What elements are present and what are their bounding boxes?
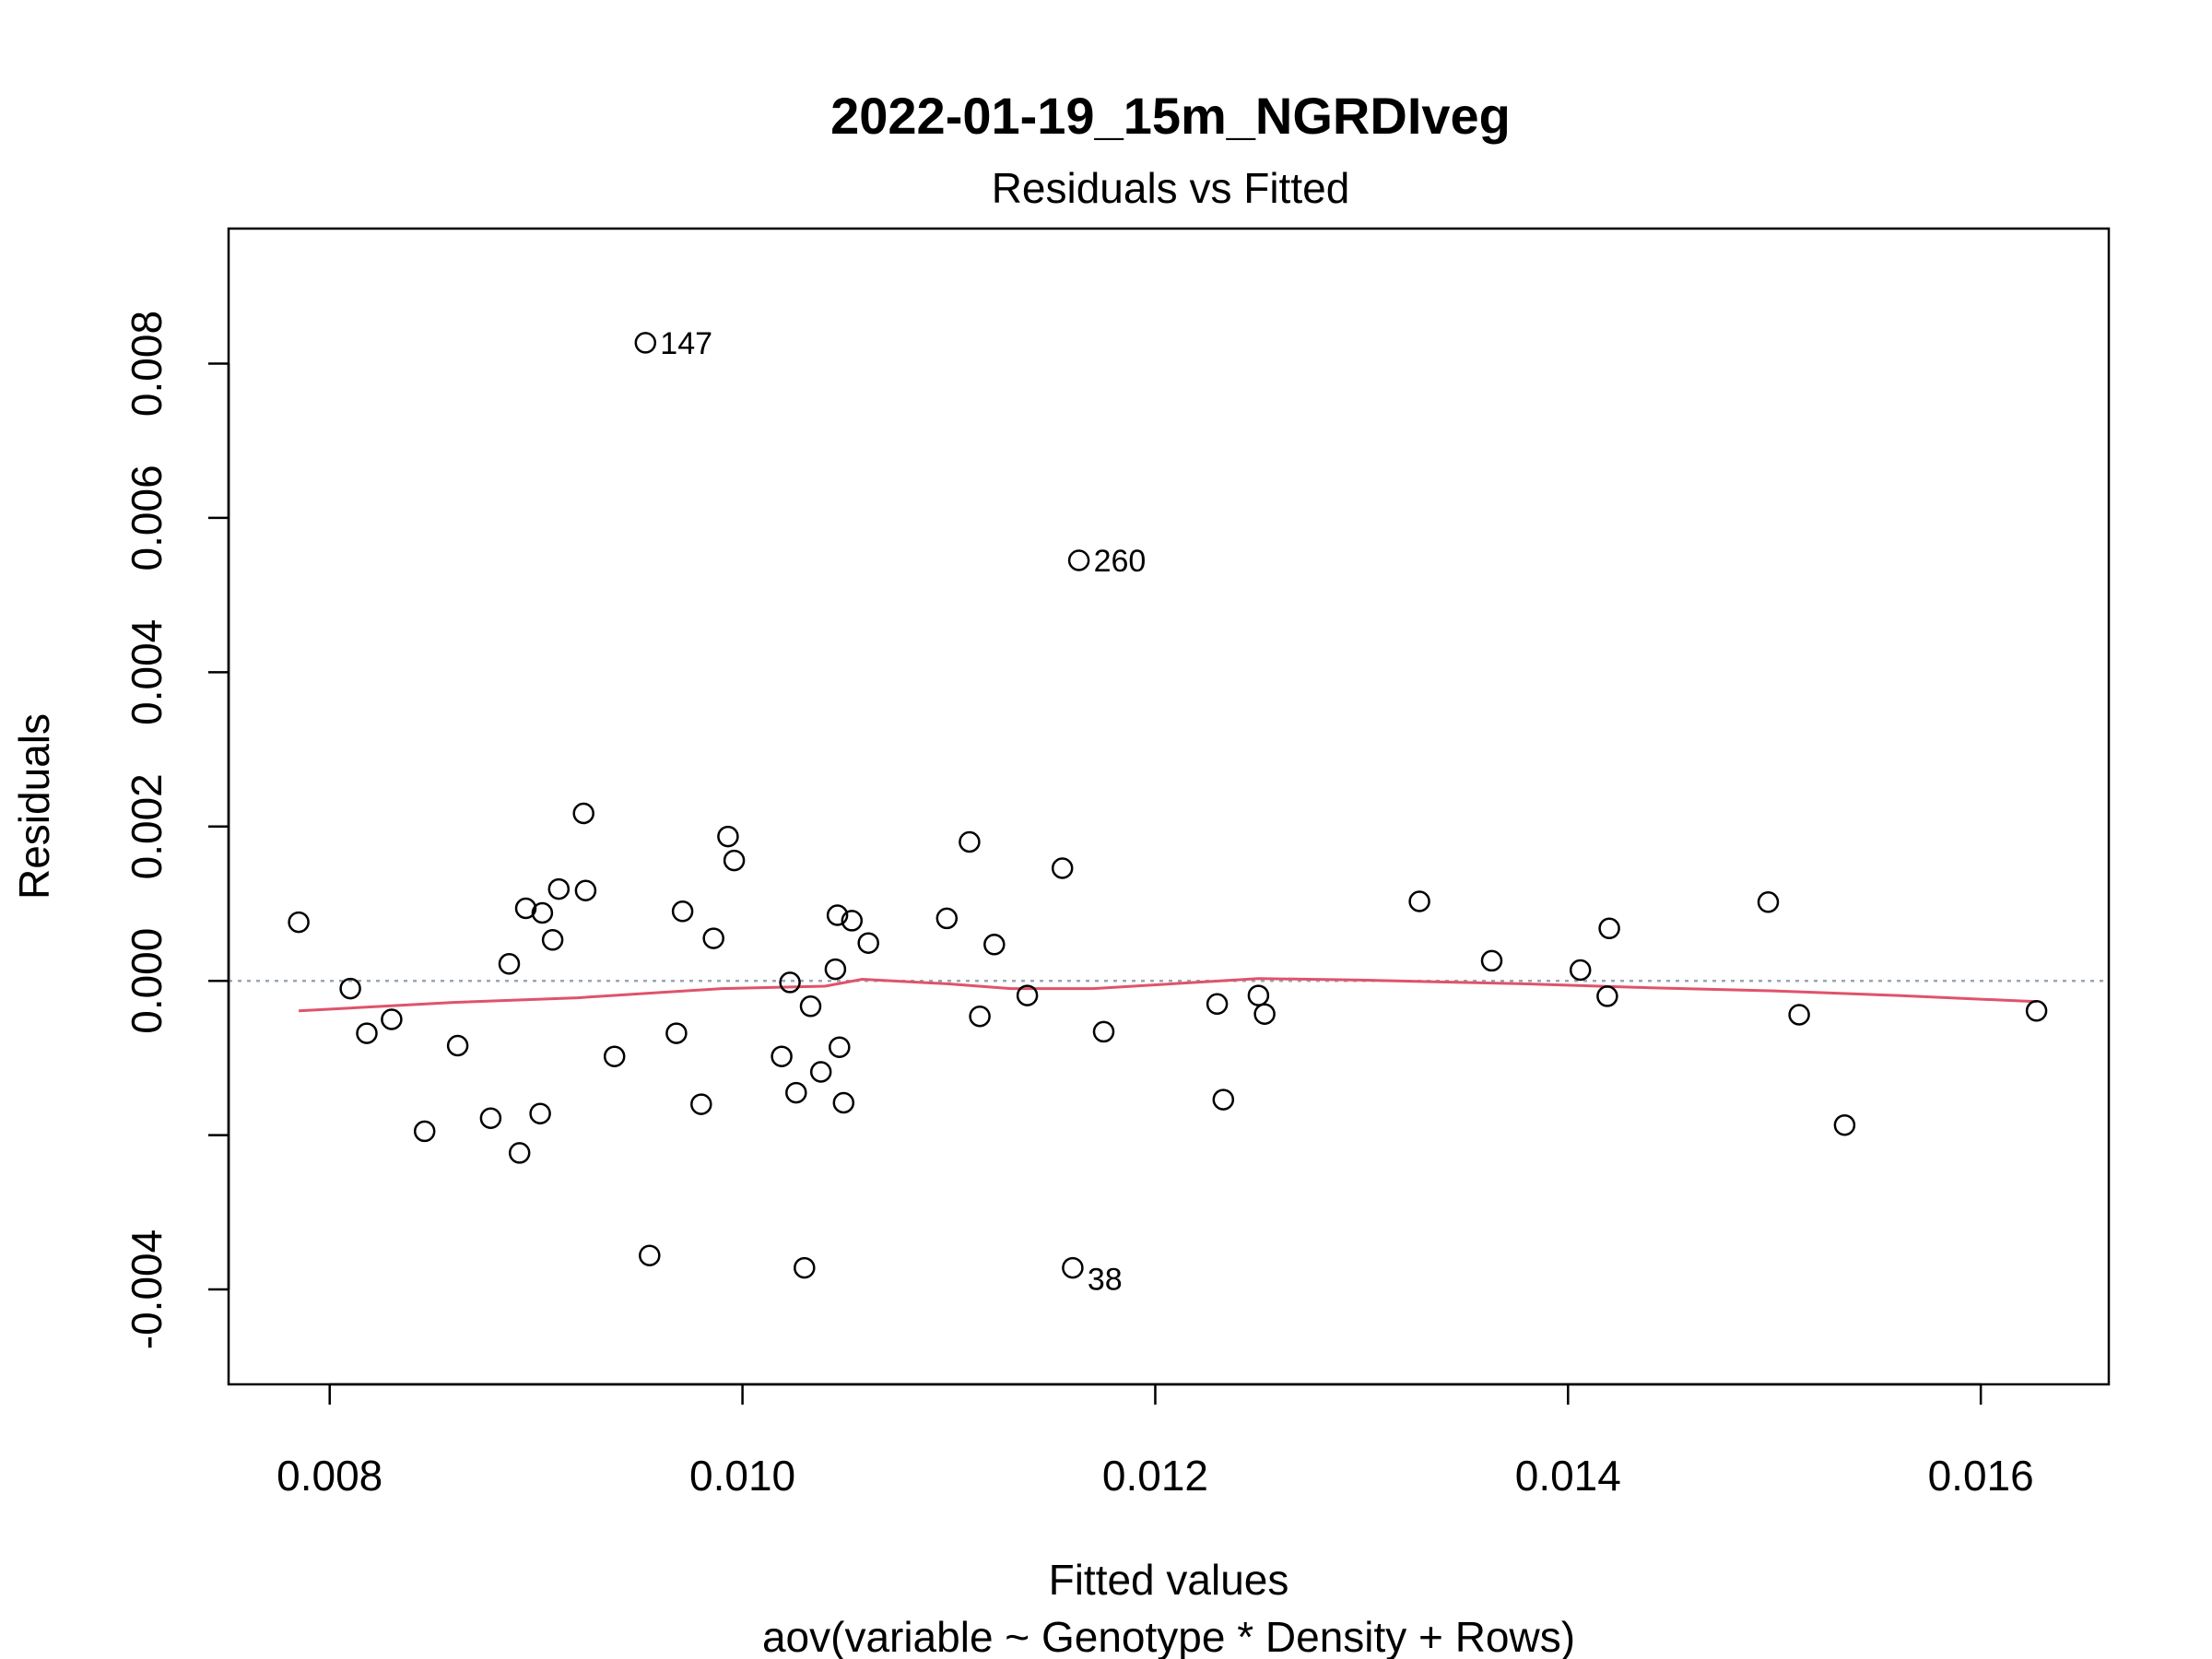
data-point (779, 971, 801, 994)
data-point (498, 953, 521, 975)
data-point (826, 904, 849, 926)
data-point (1569, 959, 1592, 982)
point-label: 147 (660, 326, 712, 361)
data-point (1788, 1004, 1810, 1026)
data-point (1212, 1088, 1235, 1111)
data-point (529, 1102, 551, 1124)
x-tick-label: 0.008 (276, 1452, 382, 1500)
data-point (794, 1256, 816, 1279)
data-point (1408, 890, 1430, 912)
data-point (1062, 1256, 1084, 1279)
data-point (1092, 1020, 1115, 1043)
y-tick-label: -0.004 (123, 1230, 171, 1349)
data-point (1598, 917, 1620, 940)
data-point (771, 1045, 793, 1067)
data-point (1833, 1113, 1856, 1136)
data-point (603, 1045, 626, 1067)
x-tick-label: 0.010 (689, 1452, 795, 1500)
data-point (785, 1081, 807, 1104)
data-point (983, 934, 1006, 956)
data-point (829, 1036, 851, 1058)
data-point (574, 879, 597, 901)
data-point (1480, 949, 1503, 972)
y-tick-label: 0.004 (123, 619, 171, 725)
data-point (935, 907, 959, 930)
chart-subtitle: Residuals vs Fitted (992, 164, 1350, 212)
data-point (702, 927, 724, 949)
data-point (723, 849, 746, 872)
data-point (288, 911, 310, 934)
y-tick-label: 0.006 (123, 465, 171, 571)
x-tick-label: 0.014 (1515, 1452, 1621, 1500)
data-point (969, 1005, 991, 1028)
data-point (1757, 891, 1780, 913)
x-tick-label: 0.012 (1102, 1452, 1208, 1500)
data-point (959, 830, 981, 853)
data-point (479, 1107, 502, 1129)
data-point (690, 1093, 712, 1115)
data-point (841, 910, 864, 932)
data-point (508, 1142, 531, 1164)
y-tick-label: 0.008 (123, 311, 171, 417)
point-label: 38 (1088, 1263, 1123, 1298)
data-point (381, 1008, 403, 1030)
data-point (799, 995, 822, 1018)
chart-title: 2022-01-19_15m_NGRDIveg (830, 87, 1511, 145)
data-point (717, 825, 739, 848)
data-point (1051, 857, 1074, 879)
data-point (2025, 1000, 2048, 1022)
data-point (514, 897, 537, 920)
data-point (572, 802, 594, 825)
y-axis-label: Residuals (10, 713, 58, 900)
data-point (1206, 993, 1229, 1016)
y-tick-label: 0.002 (123, 773, 171, 879)
data-point (413, 1120, 436, 1143)
data-point (1016, 984, 1039, 1006)
plot-frame (227, 227, 2111, 1386)
data-point (639, 1244, 661, 1266)
point-label: 260 (1094, 544, 1147, 579)
data-point (541, 929, 564, 951)
data-point (824, 958, 847, 981)
data-point (857, 932, 879, 954)
data-point (1596, 985, 1618, 1007)
smooth-trend-line (299, 977, 2037, 1013)
data-point (1067, 549, 1090, 571)
y-tick-label: 0.000 (123, 928, 171, 1034)
data-point (832, 1091, 855, 1114)
data-point (446, 1034, 469, 1057)
data-point (665, 1022, 688, 1044)
data-point (356, 1022, 378, 1044)
x-axis-label: Fitted values (1049, 1556, 1289, 1604)
data-point (671, 900, 694, 923)
data-point (1247, 984, 1270, 1006)
data-point (1253, 1003, 1276, 1025)
x-axis-sublabel: aov(variable ~ Genotype * Density + Rows… (762, 1613, 1575, 1659)
data-point (634, 332, 657, 354)
data-point (339, 977, 361, 1000)
data-point (531, 901, 554, 924)
data-point (809, 1061, 832, 1083)
x-tick-label: 0.016 (1928, 1452, 2034, 1500)
data-point (547, 877, 571, 900)
